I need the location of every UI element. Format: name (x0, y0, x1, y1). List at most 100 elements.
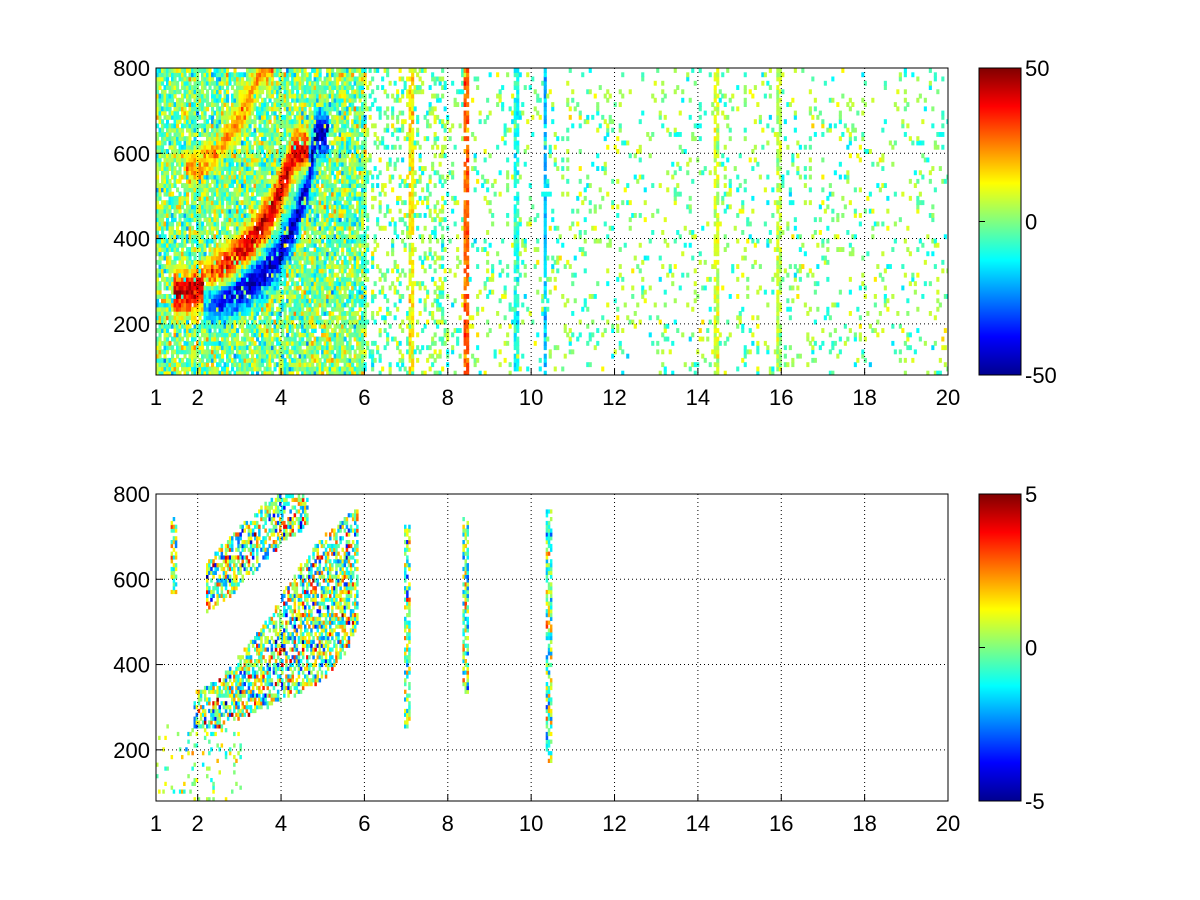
heatmap-cell (336, 264, 340, 269)
heatmap-cell (341, 127, 345, 133)
heatmap-cell (318, 89, 322, 95)
heatmap-cell (343, 336, 347, 342)
heatmap-cell (336, 336, 340, 342)
heatmap-cell (281, 213, 285, 218)
heatmap-cell (206, 281, 210, 287)
heatmap-cell (268, 345, 272, 351)
heatmap-cell (191, 174, 195, 180)
heatmap-cell (328, 251, 332, 257)
heatmap-cell (308, 259, 312, 265)
heatmap-cell (281, 132, 285, 137)
heatmap-cell (188, 298, 192, 304)
heatmap-cell (271, 187, 275, 193)
heatmap-cell (231, 272, 235, 278)
heatmap-cell (336, 302, 340, 308)
heatmap-cell (288, 272, 292, 278)
heatmap-cell (296, 225, 300, 231)
heatmap-cell (211, 272, 215, 278)
heatmap-cell (173, 144, 177, 150)
heatmap-cell (241, 106, 245, 112)
heatmap-cell (206, 136, 210, 142)
heatmap-cell (198, 285, 202, 291)
heatmap-cell (218, 234, 222, 240)
heatmap-cell (226, 255, 230, 261)
heatmap-cell (323, 298, 327, 304)
heatmap-cell (308, 362, 312, 368)
heatmap-cell (301, 149, 305, 154)
heatmap-cell (226, 166, 230, 171)
heatmap-cell (296, 213, 300, 218)
heatmap-cell (261, 161, 265, 167)
heatmap-cell (258, 114, 262, 120)
heatmap-cell (208, 242, 212, 248)
heatmap-cell (303, 123, 307, 129)
heatmap-cell (188, 311, 192, 316)
heatmap-cell (168, 302, 172, 308)
heatmap-cell (341, 208, 345, 214)
heatmap-cell (298, 230, 302, 235)
heatmap-cell (303, 255, 307, 261)
heatmap-cell (308, 123, 312, 129)
heatmap-cell (158, 268, 162, 274)
heatmap-cell (243, 221, 247, 227)
heatmap-cell (283, 259, 287, 265)
heatmap-cell (258, 255, 262, 261)
heatmap-cell (218, 213, 222, 218)
heatmap-cell (266, 106, 270, 112)
heatmap-cell (178, 136, 182, 142)
heatmap-cell (316, 259, 320, 265)
heatmap-cell (278, 76, 282, 82)
heatmap-cell (186, 102, 190, 107)
heatmap-cell (263, 221, 267, 227)
heatmap-cell (303, 217, 307, 223)
heatmap-cell (223, 72, 227, 78)
heatmap-cell (251, 93, 255, 99)
heatmap-cell (248, 230, 252, 235)
heatmap-cell (338, 238, 342, 244)
heatmap-cell (331, 161, 335, 167)
heatmap-cell (233, 89, 237, 95)
heatmap-cell (251, 225, 255, 231)
heatmap-cell (293, 259, 297, 265)
heatmap-cell (248, 268, 252, 274)
heatmap-cell (261, 195, 265, 201)
heatmap-cell (241, 336, 245, 342)
heatmap-cell (336, 340, 340, 346)
heatmap-cell (336, 106, 340, 112)
heatmap-cell (321, 285, 325, 291)
heatmap-cell (333, 306, 337, 312)
heatmap-cell (246, 144, 250, 150)
heatmap-cell (173, 200, 177, 206)
heatmap-cell (256, 136, 260, 142)
heatmap-cell (323, 366, 327, 372)
heatmap-cell (276, 264, 280, 269)
heatmap-cell (248, 72, 252, 78)
heatmap-cell (276, 97, 280, 103)
heatmap-cell (221, 259, 225, 265)
heatmap-cell (178, 234, 182, 240)
heatmap-cell (223, 140, 227, 146)
heatmap-cell (156, 204, 160, 210)
heatmap-cell (253, 174, 257, 180)
heatmap-cell (238, 255, 242, 261)
heatmap-cell (273, 234, 277, 240)
heatmap-cell (258, 238, 262, 244)
heatmap-cell (291, 251, 295, 257)
heatmap-cell (293, 323, 297, 329)
heatmap-cell (171, 289, 175, 295)
heatmap-cell (256, 302, 260, 308)
heatmap-cell (336, 153, 340, 159)
heatmap-cell (176, 204, 180, 210)
heatmap-cell (291, 255, 295, 261)
heatmap-cell (278, 311, 282, 316)
heatmap-cell (283, 89, 287, 95)
heatmap-cell (206, 170, 210, 176)
heatmap-cell (256, 362, 260, 368)
heatmap-cell (316, 110, 320, 116)
heatmap-cell (331, 149, 335, 154)
heatmap-cell (186, 268, 190, 274)
heatmap-cell (276, 238, 280, 244)
heatmap-cell (336, 89, 340, 95)
heatmap-cell (168, 153, 172, 159)
heatmap-cell (221, 161, 225, 167)
